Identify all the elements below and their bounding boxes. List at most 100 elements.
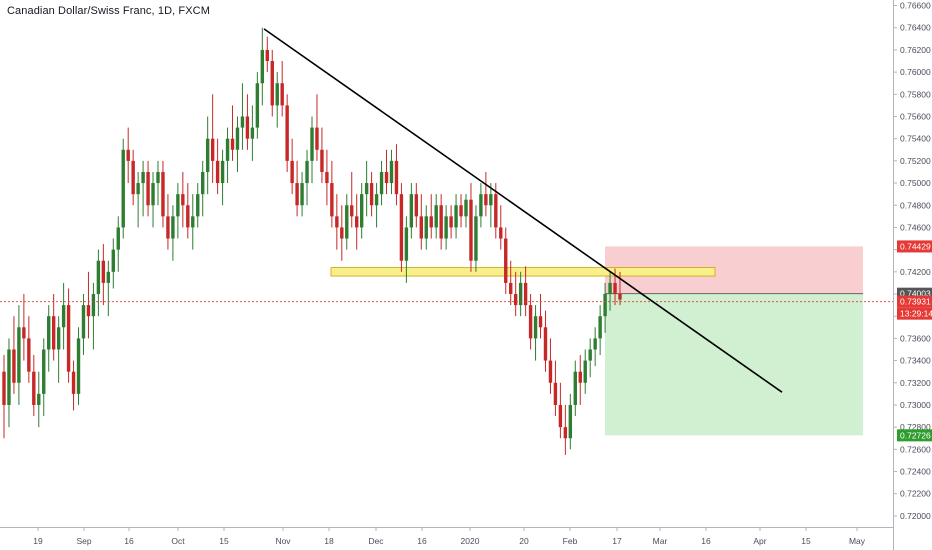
candle-body	[7, 349, 11, 405]
candle	[444, 205, 448, 250]
candle-body	[434, 205, 438, 228]
candle-body	[290, 160, 294, 184]
candle	[250, 105, 255, 161]
candle-body	[111, 249, 115, 272]
time-tick-label: 16	[701, 536, 711, 546]
candle-body	[553, 382, 558, 405]
candle	[285, 94, 289, 172]
candle	[394, 144, 399, 206]
price-tick-label: 0.72600	[900, 444, 931, 454]
candle	[235, 116, 240, 172]
candle-body	[444, 216, 448, 239]
candle-body	[56, 327, 61, 350]
candle	[603, 282, 607, 333]
candle-body	[230, 138, 235, 150]
price-tick-label: 0.75000	[900, 178, 931, 188]
candle	[523, 266, 528, 317]
price-tick-label: 0.72000	[900, 511, 931, 521]
candle	[225, 127, 230, 184]
candle-body	[205, 138, 210, 172]
candle	[71, 360, 76, 411]
candle-body	[220, 160, 225, 184]
candle-body	[201, 171, 205, 195]
chart-title: Canadian Dollar/Swiss Franc, 1D, FXCM	[7, 5, 210, 17]
candle	[201, 160, 205, 217]
candle-body	[563, 427, 568, 439]
time-tick-label: 17	[612, 536, 622, 546]
candle-body	[245, 116, 250, 139]
candle-body	[414, 194, 419, 217]
candle	[56, 316, 61, 383]
candle	[533, 305, 538, 361]
candle-body	[255, 83, 260, 128]
candle-body	[340, 227, 344, 239]
candle-body	[300, 183, 304, 206]
price-tick-label: 0.74600	[900, 222, 931, 232]
price-tick-label: 0.73200	[900, 378, 931, 388]
candle	[86, 271, 91, 339]
candle	[588, 338, 592, 378]
candle	[350, 171, 354, 228]
time-tick-label: 20	[519, 536, 529, 546]
candle	[553, 360, 558, 417]
candle	[191, 194, 195, 250]
price-tick-label: 0.76600	[900, 1, 931, 11]
candle	[151, 171, 155, 228]
candle	[186, 183, 190, 239]
candle	[469, 183, 473, 272]
candle	[141, 160, 145, 217]
candle-body	[280, 83, 284, 106]
price-tick-label: 0.74800	[900, 200, 931, 210]
candle-body	[613, 282, 617, 295]
candle-body	[509, 282, 513, 295]
candle-body	[424, 216, 428, 239]
candle-body	[345, 205, 349, 239]
stop-price-tag-bg	[897, 240, 932, 253]
candle-body	[161, 171, 165, 217]
support-zone-layer	[330, 267, 716, 277]
candle-body	[196, 194, 200, 217]
candle-body	[474, 216, 478, 261]
candle-body	[598, 316, 602, 339]
candle-body	[186, 205, 190, 228]
time-tick-label: 18	[324, 536, 334, 546]
candle-body	[543, 327, 548, 361]
candle-body	[131, 160, 135, 195]
candle-body	[523, 282, 528, 306]
candle-body	[156, 171, 160, 184]
reward-zone	[605, 293, 863, 436]
candle	[434, 194, 438, 239]
candle	[568, 393, 573, 450]
candle	[305, 149, 309, 206]
candle-body	[479, 194, 483, 217]
candle-body	[618, 294, 622, 300]
candle-body	[32, 371, 36, 405]
candle	[116, 216, 120, 272]
candle	[280, 61, 284, 117]
candle	[230, 105, 235, 161]
candle-body	[265, 49, 269, 62]
candle	[454, 194, 458, 239]
candle-body	[12, 349, 16, 383]
candle	[573, 360, 577, 417]
candle	[240, 83, 245, 150]
price-lines	[0, 28, 893, 393]
candle	[459, 194, 463, 228]
price-tick-label: 0.76000	[900, 67, 931, 77]
candle	[146, 160, 150, 217]
candle-body	[315, 127, 319, 150]
candle	[325, 149, 329, 206]
candle-body	[310, 127, 314, 161]
candle	[210, 94, 215, 184]
candle	[61, 282, 66, 350]
candle	[161, 160, 165, 228]
candle-body	[429, 216, 433, 228]
candle	[618, 271, 622, 306]
candle-body	[17, 327, 21, 383]
candle-body	[22, 327, 26, 339]
countdown-tag: 13:29:14	[900, 309, 932, 319]
candle	[449, 205, 453, 239]
candles-layer	[2, 27, 622, 455]
candle	[509, 260, 513, 306]
